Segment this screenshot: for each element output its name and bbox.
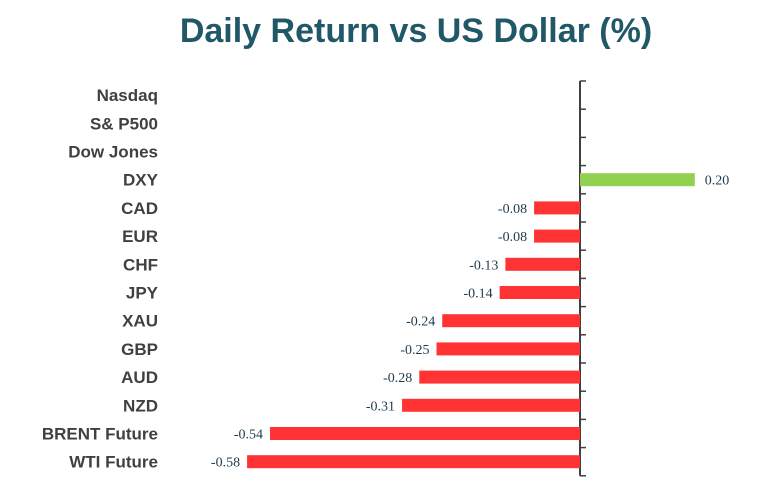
data-label: -0.54 [234,428,263,443]
category-label: S& P500 [90,114,158,133]
data-label: -0.25 [400,343,429,358]
data-label: -0.28 [383,371,412,386]
category-label: CHF [123,255,158,274]
bar [270,427,580,440]
category-label: GBP [121,340,158,359]
category-label: WTI Future [69,453,158,472]
category-label: XAU [122,312,158,331]
bar [534,201,580,215]
bar [499,286,580,299]
category-label: EUR [122,227,158,246]
data-label: -0.31 [366,399,395,414]
bar [436,342,580,356]
bar [534,229,580,243]
data-label: -0.24 [406,315,435,330]
category-label: NZD [123,396,158,415]
category-label: JPY [126,284,159,303]
bar [580,173,695,187]
data-label: -0.08 [498,202,527,217]
data-label: -0.13 [469,258,498,273]
category-label: Nasdaq [97,86,158,105]
data-label: -0.58 [211,456,240,471]
category-label: CAD [121,199,158,218]
bar [505,257,580,271]
bar [247,455,580,469]
category-label: BRENT Future [42,425,158,444]
category-label: AUD [121,368,158,387]
data-label: 0.20 [705,174,730,189]
category-label: Dow Jones [68,143,158,162]
bar [442,314,580,328]
data-label: -0.08 [498,230,527,245]
bar [419,370,580,384]
bar [402,398,580,412]
chart-title: Daily Return vs US Dollar (%) [179,12,653,50]
data-label: -0.14 [463,287,492,302]
category-label: DXY [123,171,159,190]
